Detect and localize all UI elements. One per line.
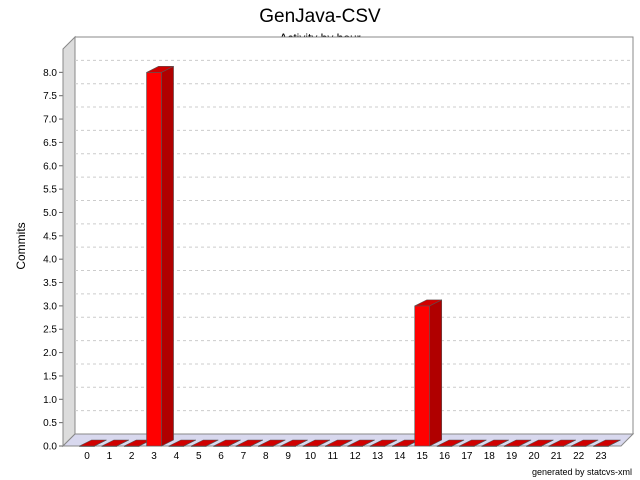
footer-note: generated by statcvs-xml xyxy=(531,467,632,477)
x-tick-label: 23 xyxy=(595,451,607,462)
y-tick-label: 2.5 xyxy=(43,325,57,336)
x-tick-label: 13 xyxy=(372,451,384,462)
bar xyxy=(570,439,599,447)
bar xyxy=(235,439,264,447)
bar xyxy=(369,439,398,447)
bar-side xyxy=(541,439,554,447)
x-tick-label: 12 xyxy=(350,451,362,462)
y-axis-label: Commits xyxy=(14,222,28,269)
bar xyxy=(101,439,129,447)
y-tick-label: 3.5 xyxy=(43,278,57,289)
x-tick-label: 3 xyxy=(151,451,157,462)
y-tick-label: 7.0 xyxy=(43,115,57,126)
bar-side xyxy=(608,439,621,447)
bar-side xyxy=(228,439,241,447)
bar xyxy=(459,439,487,447)
bar xyxy=(280,439,308,447)
y-tick-label: 1.5 xyxy=(43,371,57,382)
bar xyxy=(190,439,219,447)
bar-side xyxy=(563,439,576,447)
bar xyxy=(548,439,576,447)
y-tick-label: 8.0 xyxy=(43,68,57,79)
x-tick-label: 17 xyxy=(461,451,473,462)
y-tick-label: 5.0 xyxy=(43,208,57,219)
bar-side xyxy=(273,439,286,447)
bars xyxy=(79,65,621,447)
x-tick-label: 18 xyxy=(484,451,496,462)
bar-front xyxy=(414,305,431,447)
x-tick-label: 8 xyxy=(263,451,269,462)
x-tick-label: 7 xyxy=(241,451,247,462)
bar-side xyxy=(586,439,599,447)
x-tick-label: 1 xyxy=(107,451,113,462)
x-tick-label: 20 xyxy=(528,451,540,462)
bar xyxy=(481,439,509,447)
y-tick-label: 6.5 xyxy=(43,138,57,149)
bar xyxy=(79,439,107,447)
bar-side xyxy=(429,299,443,447)
bar xyxy=(503,439,532,447)
x-tick-label: 14 xyxy=(394,451,406,462)
x-tick-label: 11 xyxy=(328,451,339,462)
bar xyxy=(347,439,375,447)
y-axis: 0.0 0.5 1.0 1.5 2.0 2.5 3.0 3.5 4.0 4.5 5.0 5.5 6.0 6… xyxy=(43,49,64,453)
x-tick-label: 15 xyxy=(417,451,429,462)
bar-side xyxy=(183,439,197,447)
bar-side xyxy=(496,439,509,447)
y-tick-label: 2.0 xyxy=(43,348,57,359)
chart-title: GenJava-CSV xyxy=(259,6,381,27)
y-tick-label: 4.0 xyxy=(43,255,57,266)
left-wall xyxy=(62,35,76,448)
bar-side xyxy=(206,439,219,447)
bar-side xyxy=(317,439,331,447)
bar xyxy=(302,439,331,447)
y-tick-label: 3.0 xyxy=(43,301,57,312)
y-tick-label: 0.5 xyxy=(43,418,57,429)
x-tick-label: 2 xyxy=(129,451,135,462)
y-tick-label: 5.5 xyxy=(43,185,57,196)
bar xyxy=(146,65,174,447)
bar-side xyxy=(161,65,174,447)
bar xyxy=(325,439,353,447)
bar xyxy=(436,439,465,447)
x-tick-label: 10 xyxy=(305,451,317,462)
bar xyxy=(168,439,197,447)
x-tick-label: 16 xyxy=(439,451,451,462)
x-tick-label: 9 xyxy=(285,451,291,462)
x-tick-label: 5 xyxy=(196,451,202,462)
x-tick-label: 19 xyxy=(506,451,518,462)
bar xyxy=(257,439,286,447)
bar-side xyxy=(94,439,107,447)
x-tick-label: 0 xyxy=(84,451,90,462)
bar-side xyxy=(474,439,487,447)
bar-side xyxy=(362,439,375,447)
bar-side xyxy=(340,439,353,447)
bar-side xyxy=(116,439,129,447)
bar-side xyxy=(384,439,398,447)
bar-side xyxy=(451,439,465,447)
y-tick-label: 4.5 xyxy=(43,231,57,242)
bar-side xyxy=(295,439,308,447)
x-axis: 0 1 2 3 4 5 6 7 8 9 10 11 12 13 14 15 16 17 18 19 20 21 22 23 xyxy=(84,451,607,462)
x-tick-label: 21 xyxy=(551,451,563,462)
y-tick-label: 0.0 xyxy=(43,442,57,453)
bar-front xyxy=(146,72,162,447)
bar-side xyxy=(250,439,264,447)
x-tick-label: 4 xyxy=(174,451,180,462)
bar-side xyxy=(518,439,532,447)
bar xyxy=(526,439,554,447)
bar xyxy=(593,439,621,447)
y-tick-label: 1.0 xyxy=(43,395,57,406)
x-tick-label: 22 xyxy=(573,451,585,462)
y-tick-label: 7.5 xyxy=(43,91,57,102)
bar xyxy=(414,299,443,447)
x-tick-label: 6 xyxy=(218,451,224,462)
bar xyxy=(213,439,241,447)
y-tick-label: 6.0 xyxy=(43,161,57,172)
